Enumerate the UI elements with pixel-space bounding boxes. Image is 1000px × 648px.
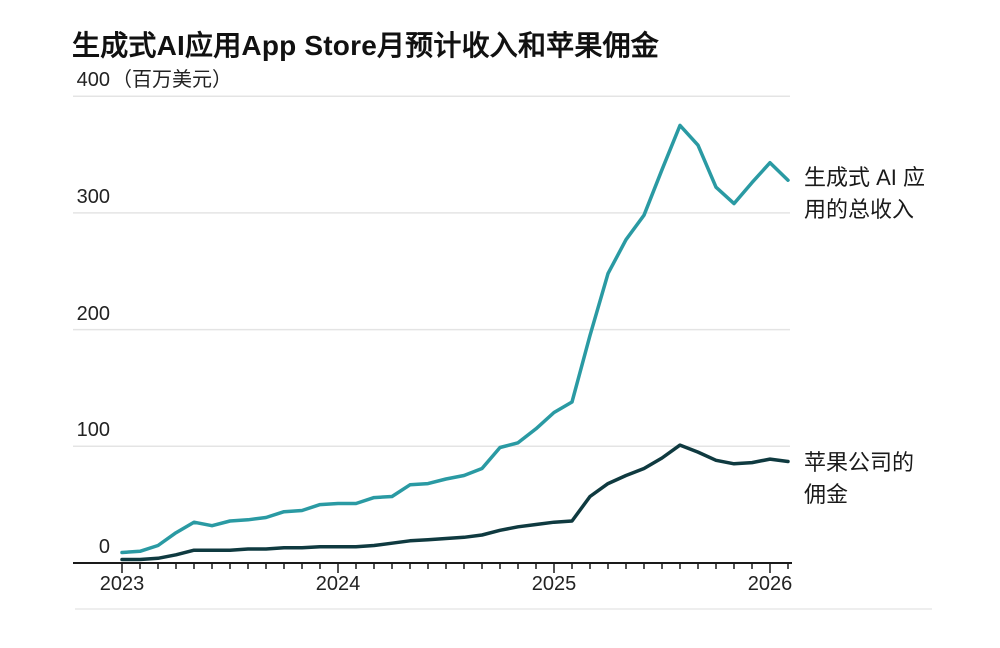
chart-title: 生成式AI应用App Store月预计收入和苹果佣金 bbox=[72, 30, 659, 61]
y-axis-label-400: 400 bbox=[76, 69, 110, 92]
revenue-line bbox=[120, 123, 790, 555]
y-axis-label-300: 300 bbox=[76, 185, 110, 208]
series-lines bbox=[120, 123, 790, 562]
commission-line bbox=[120, 443, 790, 562]
gridlines bbox=[73, 95, 790, 448]
y-axis-label-100: 100 bbox=[76, 419, 110, 442]
x-axis-label-2026: 2026 bbox=[747, 573, 793, 595]
y-axis-label-200: 200 bbox=[76, 302, 110, 325]
annotation-commission-label: 苹果公司的 佣金 bbox=[804, 450, 915, 507]
annotation-revenue-label: 生成式 AI 应 用的总收入 bbox=[804, 165, 926, 222]
x-axis-label-2023: 2023 bbox=[99, 573, 145, 595]
x-axis-label-2024: 2024 bbox=[315, 573, 361, 595]
y-axis-unit-label: （百万美元） bbox=[112, 69, 232, 92]
x-axis-ticks bbox=[121, 564, 789, 573]
y-axis-label-0: 0 bbox=[98, 536, 110, 558]
x-axis-label-2025: 2025 bbox=[531, 573, 577, 595]
